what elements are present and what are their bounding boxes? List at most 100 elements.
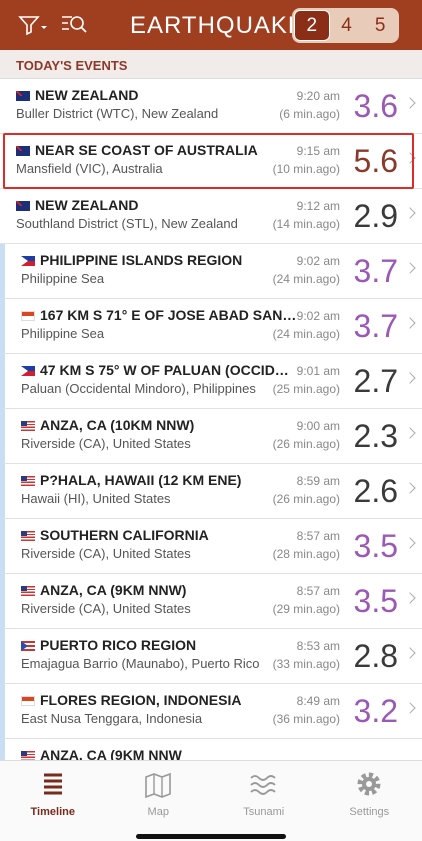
event-time: 9:02 am: [296, 254, 340, 268]
flag-icon: [21, 476, 35, 486]
magnitude: 2.8: [353, 638, 398, 674]
event-time: 8:59 am: [296, 474, 340, 488]
flag-icon: [21, 366, 35, 376]
event-ago: (10 min.ago): [272, 162, 340, 176]
event-row[interactable]: P?HALA, HAWAII (12 KM ENE) Hawaii (HI), U…: [0, 464, 422, 519]
segment-button[interactable]: 5: [374, 15, 386, 36]
chevron: [404, 482, 416, 494]
highlight-box: [3, 133, 414, 189]
event-ago: (36 min.ago): [272, 712, 340, 726]
tab-item[interactable]: Map: [106, 761, 212, 841]
event-row[interactable]: PUERTO RICO REGION Emajagua Barrio (Mauna…: [0, 629, 422, 684]
flag-icon: [21, 311, 35, 321]
magnitude: 3.5: [353, 583, 398, 619]
event-time: 9:00 am: [296, 419, 340, 433]
event-time: 9:15 am: [296, 144, 340, 158]
segment-button[interactable]: 4: [341, 15, 352, 36]
flag-icon: [16, 146, 30, 156]
tab-icon: [145, 772, 172, 799]
magnitude: 2.7: [353, 363, 398, 399]
tab-label: Settings: [349, 806, 390, 818]
flag-icon: [16, 91, 30, 101]
filter-icon[interactable]: [18, 14, 48, 36]
event-title: ANZA, CA (9KM NNW: [40, 747, 182, 760]
event-row[interactable]: PHILIPPINE ISLANDS REGION Philippine Sea 9…: [0, 244, 422, 299]
flag-icon: [21, 586, 35, 596]
magnitude: 3.2: [353, 693, 398, 729]
flag-icon: [21, 751, 35, 760]
tab-icon: [357, 772, 381, 796]
chevron: [404, 317, 416, 329]
event-title: NEAR SE COAST OF AUSTRALIA: [35, 142, 258, 158]
event-ago: (26 min.ago): [272, 492, 340, 506]
flag-icon: [16, 201, 30, 211]
event-ago: (26 min.ago): [272, 437, 340, 451]
event-time: 8:53 am: [296, 639, 340, 653]
event-location: Philippine Sea: [21, 326, 105, 341]
tab-bar: Timeline Map Tsunami Settings: [0, 760, 422, 841]
home-indicator: [136, 834, 286, 839]
event-location: Emajagua Barrio (Maunabo), Puerto Rico: [21, 656, 260, 671]
chevron: [404, 702, 416, 714]
event-location: Southland District (STL), New Zealand: [16, 216, 238, 231]
event-list: NEW ZEALAND Buller District (WTC), New Ze…: [0, 79, 422, 760]
flag-icon: [21, 256, 35, 266]
tab-label: Map: [147, 806, 169, 818]
event-time: 8:57 am: [296, 584, 340, 598]
event-row[interactable]: FLORES REGION, INDONESIA East Nusa Tengga…: [0, 684, 422, 739]
magnitude: 3.7: [353, 308, 398, 344]
event-title: NEW ZEALAND: [35, 197, 139, 213]
event-title: 47 KM S 75° W OF PALUAN (OCCID…: [40, 362, 289, 378]
magnitude: 2.3: [353, 418, 398, 454]
tab-label: Timeline: [30, 806, 75, 818]
flag-icon: [21, 641, 35, 651]
tab-icon: [250, 775, 276, 795]
tab-label: Tsunami: [243, 806, 285, 818]
event-ago: (25 min.ago): [272, 382, 340, 396]
flag-icon: [21, 421, 35, 431]
magnitude: 2.9: [353, 198, 398, 234]
event-title: PUERTO RICO REGION: [40, 637, 197, 653]
search-list-icon[interactable]: [60, 12, 88, 38]
event-row[interactable]: ANZA, CA (9KM NNW: [0, 739, 422, 760]
chevron: [404, 537, 416, 549]
tab-icon: [43, 773, 62, 795]
section-header: TODAY'S EVENTS: [0, 50, 422, 79]
event-ago: (6 min.ago): [279, 107, 340, 121]
magnitude: 3.5: [353, 528, 398, 564]
event-row[interactable]: NEAR SE COAST OF AUSTRALIA Mansfield (VIC…: [0, 134, 422, 189]
segment-button[interactable]: 2: [294, 10, 330, 41]
event-location: Riverside (CA), United States: [21, 546, 191, 561]
chevron: [404, 427, 416, 439]
chevron: [404, 647, 416, 659]
tab-item[interactable]: Tsunami: [211, 761, 317, 841]
event-title: FLORES REGION, INDONESIA: [40, 692, 242, 708]
event-time: 9:12 am: [296, 199, 340, 213]
event-row[interactable]: SOUTHERN CALIFORNIA Riverside (CA), Unite…: [0, 519, 422, 574]
event-row[interactable]: ANZA, CA (9KM NNW) Riverside (CA), United…: [0, 574, 422, 629]
event-location: Paluan (Occidental Mindoro), Philippines: [21, 381, 256, 396]
event-title: NEW ZEALAND: [35, 87, 139, 103]
event-ago: (28 min.ago): [272, 547, 340, 561]
event-ago: (24 min.ago): [272, 272, 340, 286]
event-location: East Nusa Tenggara, Indonesia: [21, 711, 203, 726]
event-row[interactable]: ANZA, CA (10KM NNW) Riverside (CA), Unite…: [0, 409, 422, 464]
event-location: Buller District (WTC), New Zealand: [16, 106, 219, 121]
event-time: 9:20 am: [296, 89, 340, 103]
magnitude: 5.6: [353, 143, 398, 179]
event-row[interactable]: 167 KM S 71° E OF JOSE ABAD SAN… Philippi…: [0, 299, 422, 354]
event-row[interactable]: 47 KM S 75° W OF PALUAN (OCCID… Paluan (O…: [0, 354, 422, 409]
tab-item[interactable]: Settings: [317, 761, 422, 841]
event-title: ANZA, CA (10KM NNW): [40, 417, 195, 433]
magnitude: 3.7: [353, 253, 398, 289]
event-row[interactable]: NEW ZEALAND Buller District (WTC), New Ze…: [0, 79, 422, 134]
chevron: [404, 97, 416, 109]
event-ago: (24 min.ago): [272, 327, 340, 341]
event-row[interactable]: NEW ZEALAND Southland District (STL), New…: [0, 189, 422, 244]
event-title: 167 KM S 71° E OF JOSE ABAD SAN…: [40, 307, 297, 323]
event-time: 8:49 am: [296, 694, 340, 708]
tab-item[interactable]: Timeline: [0, 761, 106, 841]
event-location: Riverside (CA), United States: [21, 436, 191, 451]
